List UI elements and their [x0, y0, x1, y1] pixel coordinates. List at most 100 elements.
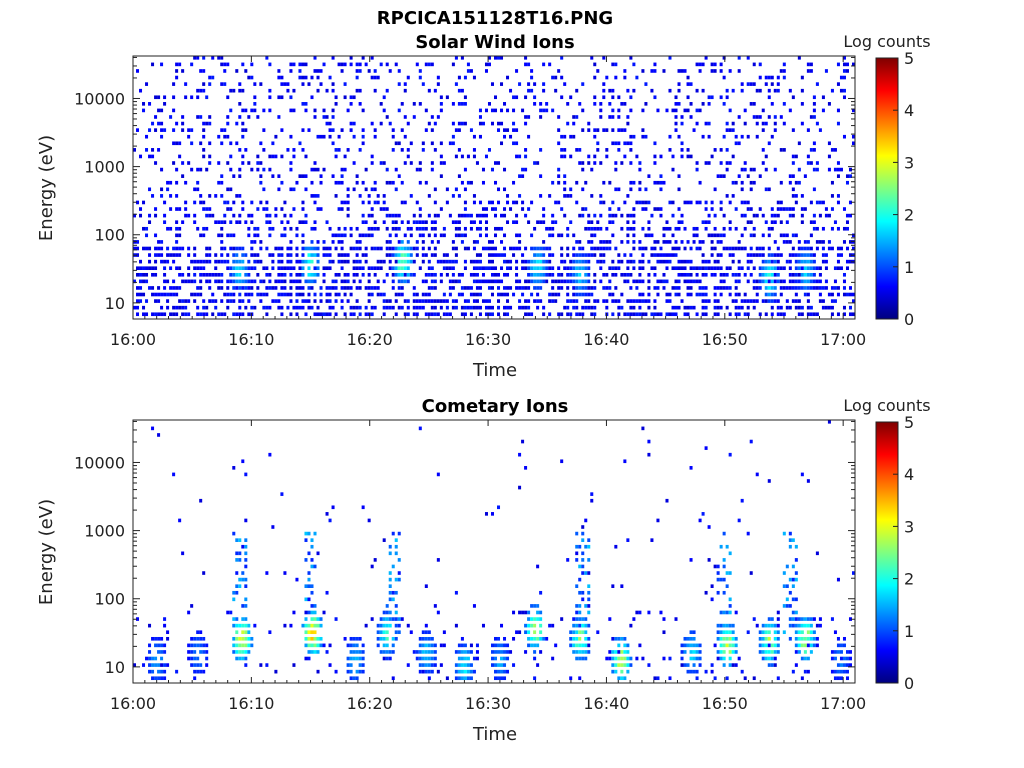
heatmap-cell — [349, 56, 353, 60]
heatmap-cell — [448, 266, 452, 271]
heatmap-cell — [776, 676, 780, 681]
heatmap-cell — [433, 279, 437, 284]
heatmap-cell — [412, 102, 416, 106]
heatmap-cell — [397, 571, 401, 575]
heatmap-cell — [641, 266, 645, 271]
heatmap-cell — [472, 292, 476, 297]
heatmap-cell — [205, 226, 209, 231]
heatmap-cell — [716, 590, 720, 595]
heatmap-cell — [175, 141, 179, 146]
heatmap-cell — [617, 266, 621, 271]
heatmap-cell — [145, 246, 149, 251]
heatmap-cell — [629, 95, 633, 100]
heatmap-cell — [244, 643, 248, 648]
heatmap-cell — [160, 62, 164, 67]
heatmap-cell — [154, 95, 158, 100]
heatmap-cell — [695, 272, 699, 277]
heatmap-cell — [764, 154, 768, 159]
heatmap-cell — [842, 279, 846, 284]
heatmap-cell — [794, 643, 798, 648]
heatmap-cell — [701, 312, 705, 317]
heatmap-cell — [680, 213, 684, 218]
heatmap-cell — [352, 121, 356, 126]
heatmap-cell — [343, 226, 347, 231]
heatmap-cell — [812, 108, 816, 113]
heatmap-cell — [439, 154, 443, 159]
heatmap-cell — [494, 180, 498, 185]
heatmap-cell — [247, 279, 251, 284]
heatmap-cell — [274, 213, 278, 218]
heatmap-cell — [515, 154, 519, 159]
heatmap-cell — [695, 279, 699, 284]
heatmap-cell — [205, 312, 209, 317]
heatmap-cell — [551, 253, 555, 257]
heatmap-cell — [280, 128, 284, 132]
heatmap-cell — [836, 121, 840, 126]
heatmap-cell — [190, 604, 194, 608]
heatmap-cell — [190, 141, 194, 146]
heatmap-cell — [680, 643, 684, 648]
heatmap-cell — [590, 312, 594, 317]
heatmap-cell — [689, 200, 693, 205]
heatmap-cell — [569, 194, 573, 198]
heatmap-cell — [704, 207, 708, 211]
heatmap-cell — [788, 531, 792, 536]
heatmap-cell — [575, 604, 579, 608]
heatmap-cell — [704, 446, 708, 450]
heatmap-cell — [524, 121, 528, 126]
heatmap-cell — [788, 590, 792, 595]
heatmap-cell — [509, 305, 513, 310]
heatmap-cell — [764, 121, 768, 126]
heatmap-cell — [821, 305, 825, 310]
heatmap-cell — [728, 643, 732, 648]
heatmap-cell — [385, 240, 389, 244]
heatmap-cell — [719, 643, 723, 648]
heatmap-cell — [497, 676, 501, 681]
heatmap-cell — [719, 305, 723, 310]
heatmap-cell — [779, 233, 783, 238]
heatmap-cell — [500, 141, 504, 146]
heatmap-cell — [160, 663, 164, 667]
heatmap-cell — [743, 299, 747, 303]
heatmap-cell — [587, 544, 591, 549]
heatmap-cell — [346, 643, 350, 648]
heatmap-cell — [298, 292, 302, 297]
heatmap-cell — [818, 623, 822, 628]
heatmap-cell — [313, 636, 317, 641]
heatmap-cell — [148, 643, 152, 648]
heatmap-cell — [824, 253, 828, 257]
heatmap-cell — [400, 266, 404, 271]
heatmap-cell — [734, 292, 738, 297]
heatmap-cell — [238, 656, 242, 661]
heatmap-cell — [445, 266, 449, 271]
heatmap-cell — [352, 656, 356, 661]
heatmap-cell — [614, 656, 618, 661]
heatmap-cell — [151, 121, 155, 126]
heatmap-cell — [614, 669, 618, 674]
heatmap-cell — [451, 279, 455, 284]
heatmap-cell — [569, 95, 573, 100]
heatmap-cell — [827, 141, 831, 146]
heatmap-cell — [578, 564, 582, 569]
heatmap-cell — [286, 253, 290, 257]
heatmap-cell — [391, 253, 395, 257]
heatmap-cell — [782, 207, 786, 211]
heatmap-cell — [563, 154, 567, 159]
heatmap-cell — [466, 650, 470, 654]
heatmap-cell — [530, 643, 534, 648]
heatmap-cell — [268, 213, 272, 218]
heatmap-cell — [406, 220, 410, 224]
heatmap-cell — [157, 286, 161, 290]
heatmap-cell — [704, 259, 708, 264]
heatmap-cell — [617, 305, 621, 310]
heatmap-cell — [761, 299, 765, 303]
heatmap-cell — [677, 174, 681, 178]
heatmap-cell — [478, 200, 482, 205]
heatmap-cell — [364, 62, 368, 67]
heatmap-cell — [782, 266, 786, 271]
heatmap-cell — [418, 663, 422, 667]
heatmap-cell — [445, 95, 449, 100]
heatmap-cell — [563, 305, 567, 310]
heatmap-cell — [725, 676, 729, 681]
heatmap-cell — [304, 220, 308, 224]
